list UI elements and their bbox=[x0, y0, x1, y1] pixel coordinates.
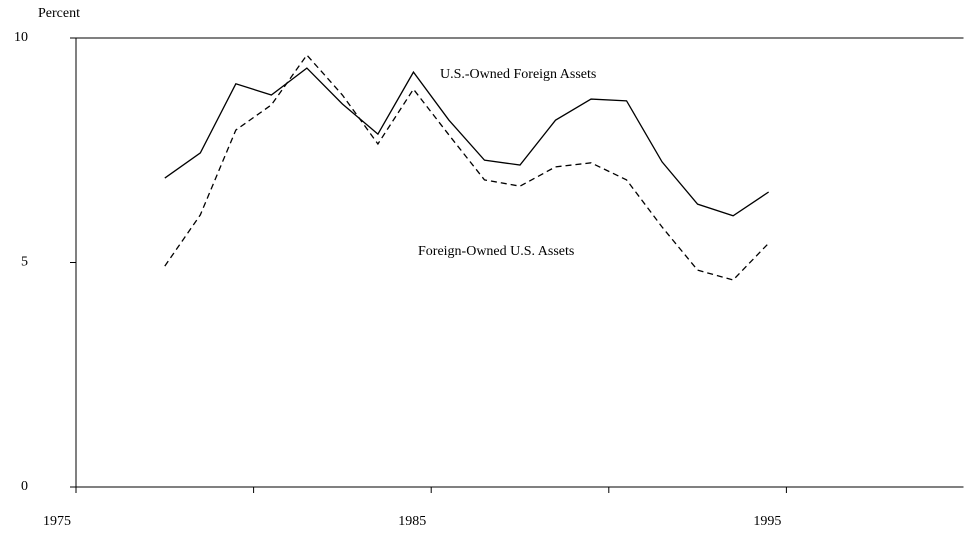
y-tick-label: 0 bbox=[21, 479, 28, 494]
y-axis-label: Percent bbox=[38, 6, 80, 21]
plot-frame bbox=[75, 37, 964, 488]
x-tick-label: 1995 bbox=[753, 514, 781, 529]
series-line bbox=[164, 67, 770, 217]
x-tick-label: 1975 bbox=[43, 514, 71, 529]
series-line bbox=[164, 54, 770, 281]
series-label: U.S.-Owned Foreign Assets bbox=[440, 67, 596, 82]
x-tick-label: 1985 bbox=[398, 514, 426, 529]
series-label: Foreign-Owned U.S. Assets bbox=[418, 244, 574, 259]
y-tick-label: 5 bbox=[21, 255, 28, 270]
y-tick-label: 10 bbox=[14, 30, 28, 45]
